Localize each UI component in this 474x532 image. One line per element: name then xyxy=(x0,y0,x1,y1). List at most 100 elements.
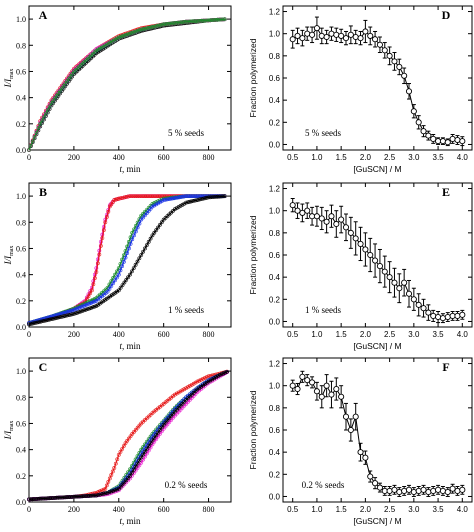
data-point xyxy=(150,442,155,447)
data-point xyxy=(159,425,164,430)
data-point xyxy=(139,447,144,452)
data-point xyxy=(367,473,374,480)
data-point xyxy=(352,33,359,41)
data-point xyxy=(430,487,437,494)
data-point xyxy=(61,84,66,88)
data-point xyxy=(80,308,85,313)
x-tick-label: 0 xyxy=(27,153,31,162)
series-5 xyxy=(27,17,227,152)
data-point xyxy=(90,305,95,310)
data-point xyxy=(59,314,64,319)
data-point xyxy=(405,486,413,493)
data-point xyxy=(212,18,216,22)
data-point xyxy=(123,255,128,260)
data-point xyxy=(376,263,383,270)
plot-frame xyxy=(28,182,232,328)
data-point xyxy=(146,209,151,213)
data-point xyxy=(68,312,73,317)
denaturation-series xyxy=(289,370,466,497)
data-point xyxy=(150,438,155,443)
y-tick-label: 0.4 xyxy=(16,446,26,455)
data-point xyxy=(39,319,43,324)
data-point xyxy=(176,409,181,414)
data-point xyxy=(352,235,359,242)
data-point xyxy=(168,21,173,26)
data-point xyxy=(49,100,54,105)
data-point xyxy=(323,382,330,389)
data-point xyxy=(139,27,144,32)
data-point xyxy=(444,313,451,321)
data-point xyxy=(216,374,220,379)
data-point xyxy=(154,228,159,233)
data-point xyxy=(152,432,157,437)
data-point xyxy=(217,194,222,199)
data-point xyxy=(37,320,42,324)
data-point xyxy=(454,487,461,494)
data-point xyxy=(126,246,131,251)
data-point xyxy=(415,487,422,494)
data-point xyxy=(122,33,126,38)
data-point xyxy=(96,493,101,497)
data-point xyxy=(141,452,145,457)
data-point xyxy=(309,379,316,386)
data-point xyxy=(128,473,132,478)
y-tick-label: 0.2 xyxy=(16,120,26,129)
data-point xyxy=(122,195,127,200)
data-point xyxy=(176,403,181,408)
data-point xyxy=(85,307,90,311)
data-point xyxy=(323,218,330,225)
data-point xyxy=(120,264,125,269)
y-tick-label: 0.4 xyxy=(269,448,281,457)
data-point xyxy=(101,228,106,233)
data-point xyxy=(94,490,99,495)
data-point xyxy=(88,291,93,296)
y-tick-label: 0.0 xyxy=(269,492,281,501)
data-point xyxy=(186,399,190,404)
data-point xyxy=(146,440,151,445)
data-point xyxy=(449,485,456,492)
data-point xyxy=(381,268,388,275)
series-5 xyxy=(27,194,227,327)
data-point xyxy=(180,405,185,410)
data-point xyxy=(153,24,157,29)
data-point xyxy=(148,441,153,446)
data-point xyxy=(304,207,311,214)
data-point xyxy=(124,277,129,282)
data-point xyxy=(169,414,174,418)
data-point xyxy=(27,322,31,327)
x-tick-label: 200 xyxy=(68,505,80,514)
x-tick-label: 1.5 xyxy=(336,153,348,162)
y-tick-label: 0.4 xyxy=(16,94,26,103)
y-tick-label: 0.0 xyxy=(269,140,281,149)
data-point xyxy=(38,121,43,126)
data-point xyxy=(204,195,209,200)
data-point xyxy=(70,71,75,76)
data-point xyxy=(178,407,183,412)
data-point xyxy=(152,230,157,235)
data-point xyxy=(30,321,35,326)
series-5 xyxy=(27,369,229,502)
data-point xyxy=(120,34,125,39)
x-tick-label: 400 xyxy=(113,330,125,339)
data-point xyxy=(101,491,106,496)
data-point xyxy=(196,197,201,202)
y-tick-label: 1.0 xyxy=(269,382,281,391)
x-tick-label: 0.5 xyxy=(287,153,299,162)
data-point xyxy=(144,447,149,451)
y-axis-label: I/Imax xyxy=(3,421,15,441)
data-point xyxy=(141,448,145,453)
data-point xyxy=(118,450,123,454)
x-tick-label: 3.0 xyxy=(408,153,420,162)
data-point xyxy=(59,86,64,91)
data-point xyxy=(116,452,121,457)
data-point xyxy=(180,399,185,404)
data-point xyxy=(89,305,94,310)
data-point xyxy=(129,194,134,198)
data-point xyxy=(313,388,320,395)
data-point xyxy=(213,194,218,199)
data-point xyxy=(116,487,121,491)
seed-annotation: 5 % seeds xyxy=(305,128,341,138)
data-point xyxy=(148,204,153,208)
x-tick-label: 2.5 xyxy=(384,153,396,162)
y-tick-label: 0.2 xyxy=(16,472,26,481)
